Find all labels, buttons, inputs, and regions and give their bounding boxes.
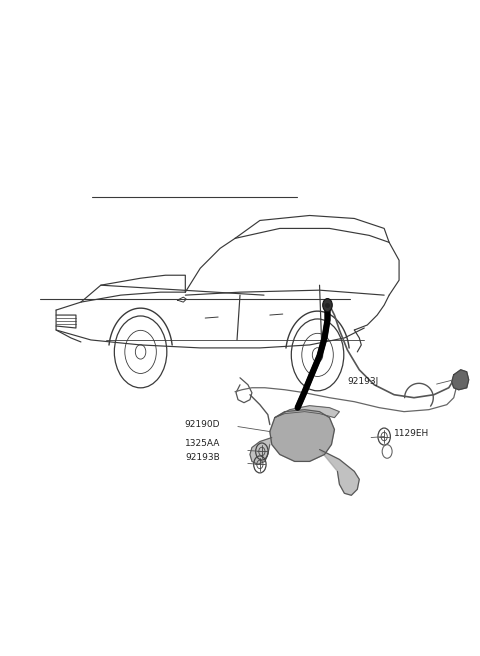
Text: 92193B: 92193B (185, 453, 220, 462)
Text: 92193J: 92193J (348, 377, 379, 386)
Polygon shape (275, 405, 339, 418)
Polygon shape (452, 370, 468, 390)
Polygon shape (270, 409, 335, 461)
Text: 1129EH: 1129EH (394, 428, 429, 438)
Polygon shape (320, 449, 360, 495)
Text: 92190D: 92190D (185, 420, 220, 428)
Polygon shape (250, 438, 272, 464)
Text: 1325AA: 1325AA (185, 440, 220, 449)
Circle shape (323, 298, 332, 312)
